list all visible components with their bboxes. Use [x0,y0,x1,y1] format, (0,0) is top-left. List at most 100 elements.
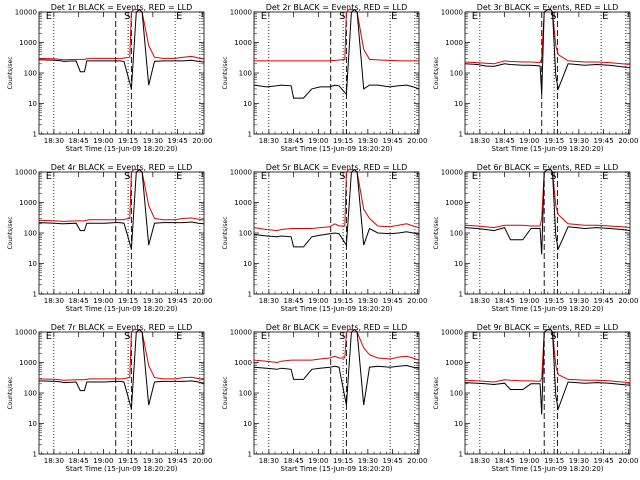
events-series-line [465,169,630,255]
y-axis-label: Counts/sec [433,216,440,249]
y-axis-label: Counts/sec [7,216,14,249]
x-tick-label: 18:30 [44,457,64,465]
x-tick-label: 19:45 [168,457,188,465]
x-tick-label: 19:30 [569,297,589,305]
x-tick-label: 19:15 [118,297,138,305]
flag-label: E [261,331,267,342]
y-tick-label: 100 [239,390,252,398]
x-tick-label: 18:30 [470,457,490,465]
x-tick-label: 19:15 [333,137,353,145]
plot-frame [253,331,420,455]
x-tick-label: 20:00 [618,457,638,465]
x-tick-label: 18:45 [69,137,89,145]
events-series-line [254,168,419,248]
events-series-line [39,8,204,90]
chart-panel: Det 7r BLACK = Events, RED = LLD 1 10 100 10… [7,323,212,473]
flag-label: E [46,11,52,22]
x-tick-label: 19:45 [168,297,188,305]
y-axis-label: Counts/sec [222,216,229,249]
chart-panel: Det 1r BLACK = Events, RED = LLD 1 10 100 10… [7,3,212,153]
chart-panel: Det 6r BLACK = Events, RED = LLD 1 10 100 10… [433,163,638,313]
x-axis-label: Start Time (15-Jun-09 18:20:20) [492,465,604,473]
y-tick-label: 10000 [441,329,463,337]
y-tick-label: 100 [450,70,463,78]
x-tick-label: 18:45 [284,457,304,465]
y-tick-label: 1000 [234,39,252,47]
flag-label: E [472,331,478,342]
x-tick-label: 19:00 [93,297,113,305]
chart-title: Det 1r BLACK = Events, RED = LLD [51,3,193,12]
events-series-line [254,8,419,99]
y-tick-label: 1000 [445,359,463,367]
y-tick-label: 10 [454,100,463,108]
y-tick-label: 1 [248,451,252,459]
x-tick-label: 20:00 [407,297,427,305]
y-tick-label: 10 [28,260,37,268]
lld-series-line [39,329,204,381]
y-tick-label: 1000 [234,199,252,207]
x-tick-label: 19:15 [118,457,138,465]
x-axis-label: Start Time (15-Jun-09 18:20:20) [281,145,393,153]
y-tick-label: 10 [243,420,252,428]
flag-label: S [124,171,130,182]
flag-label: E [472,11,478,22]
x-tick-label: 18:30 [44,137,64,145]
flag-label: E [602,11,608,22]
y-tick-label: 1000 [445,39,463,47]
flag-label: E [176,171,182,182]
x-tick-label: 19:15 [333,457,353,465]
plot-frame [38,171,205,295]
x-tick-label: 18:30 [470,137,490,145]
flag-label: S [124,11,130,22]
x-tick-label: 19:45 [594,457,614,465]
x-tick-label: 19:00 [93,457,113,465]
y-tick-label: 10 [28,420,37,428]
x-tick-label: 20:00 [618,297,638,305]
y-tick-label: 1 [248,131,252,139]
events-series-line [39,328,204,410]
y-tick-label: 100 [239,70,252,78]
x-axis-label: Start Time (15-Jun-09 18:20:20) [281,465,393,473]
y-tick-label: 10 [454,260,463,268]
lld-series-line [39,169,204,222]
plot-frame [38,331,205,455]
x-axis-label: Start Time (15-Jun-09 18:20:20) [66,465,178,473]
x-tick-label: 20:00 [192,457,212,465]
x-tick-label: 19:15 [544,457,564,465]
flag-label: E [46,331,52,342]
x-axis-label: Start Time (15-Jun-09 18:20:20) [66,305,178,313]
lld-series-line [254,9,419,62]
plot-frame [464,11,631,135]
y-tick-label: 10000 [15,9,37,17]
flag-label: E [261,11,267,22]
x-tick-label: 18:45 [284,137,304,145]
x-tick-label: 18:45 [284,297,304,305]
plot-frame [38,11,205,135]
flag-label: E [176,331,182,342]
x-tick-label: 19:00 [308,297,328,305]
y-axis-label: Counts/sec [433,56,440,89]
y-tick-label: 1000 [19,199,37,207]
y-tick-label: 10000 [230,329,252,337]
y-tick-label: 1000 [234,359,252,367]
events-series-line [465,9,630,95]
plot-frame [464,331,631,455]
chart-title: Det 9r BLACK = Events, RED = LLD [477,323,619,332]
flag-label: E [391,171,397,182]
y-tick-label: 1 [459,291,463,299]
chart-title: Det 6r BLACK = Events, RED = LLD [477,163,619,172]
x-tick-label: 19:00 [519,457,539,465]
flag-label: S [124,331,130,342]
x-tick-label: 18:30 [44,297,64,305]
lld-series-line [254,169,419,232]
x-tick-label: 18:30 [470,297,490,305]
chart-title: Det 4r BLACK = Events, RED = LLD [51,163,193,172]
y-tick-label: 1000 [19,359,37,367]
lld-series-line [254,329,419,364]
flag-label: E [46,171,52,182]
x-axis-label: Start Time (15-Jun-09 18:20:20) [281,305,393,313]
chart-panel: Det 3r BLACK = Events, RED = LLD 1 10 100 10… [433,3,638,153]
x-tick-label: 19:15 [544,297,564,305]
x-tick-label: 19:30 [569,457,589,465]
